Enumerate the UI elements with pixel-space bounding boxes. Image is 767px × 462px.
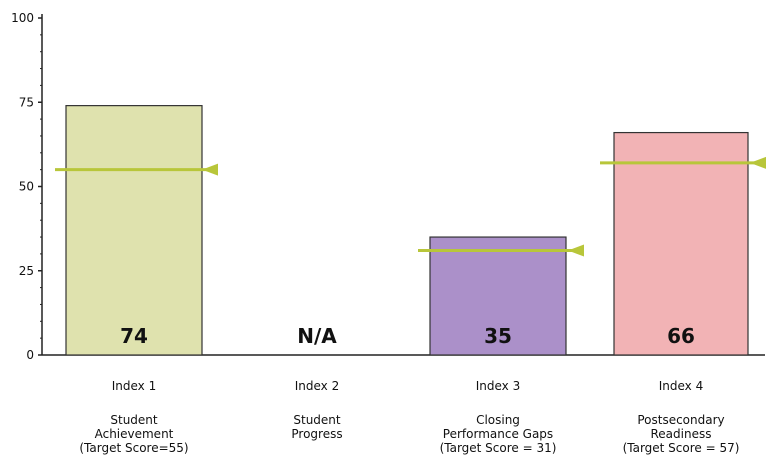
bar: [65, 105, 203, 356]
target-markers: [55, 156, 766, 257]
category-name-label: Closing: [476, 413, 520, 427]
category-name-label: Readiness: [651, 427, 712, 441]
bars: 74 N/A 35 66: [65, 105, 749, 356]
y-tick-label: 75: [19, 95, 34, 109]
bar-value-label: 35: [484, 324, 512, 348]
bar: [429, 236, 567, 356]
y-tick-label: 50: [19, 180, 34, 194]
category-target-label: (Target Score = 57): [623, 441, 740, 455]
category-name-label: Student: [110, 413, 158, 427]
bar-value-label: 66: [667, 324, 695, 348]
target-arrow-icon: [568, 244, 584, 257]
category-name-label: Performance Gaps: [443, 427, 553, 441]
bar: [613, 131, 749, 356]
category-index-label: Index 4: [659, 379, 703, 393]
target-arrow-icon: [202, 163, 218, 176]
category-target-label: (Target Score=55): [79, 441, 188, 455]
category-index-label: Index 1: [112, 379, 156, 393]
category-index-label: Index 2: [295, 379, 339, 393]
y-tick-label: 0: [26, 348, 34, 362]
bar-value-label: N/A: [297, 324, 337, 348]
bar-value-label: 74: [120, 324, 148, 348]
target-arrow-icon: [750, 156, 766, 169]
y-tick-label: 100: [11, 11, 34, 25]
y-tick-label: 25: [19, 264, 34, 278]
category-name-label: Student: [293, 413, 341, 427]
category-name-label: Progress: [291, 427, 342, 441]
category-target-label: (Target Score = 31): [440, 441, 557, 455]
category-name-label: Postsecondary: [637, 413, 724, 427]
category-name-label: Achievement: [95, 427, 174, 441]
category-index-label: Index 3: [476, 379, 520, 393]
